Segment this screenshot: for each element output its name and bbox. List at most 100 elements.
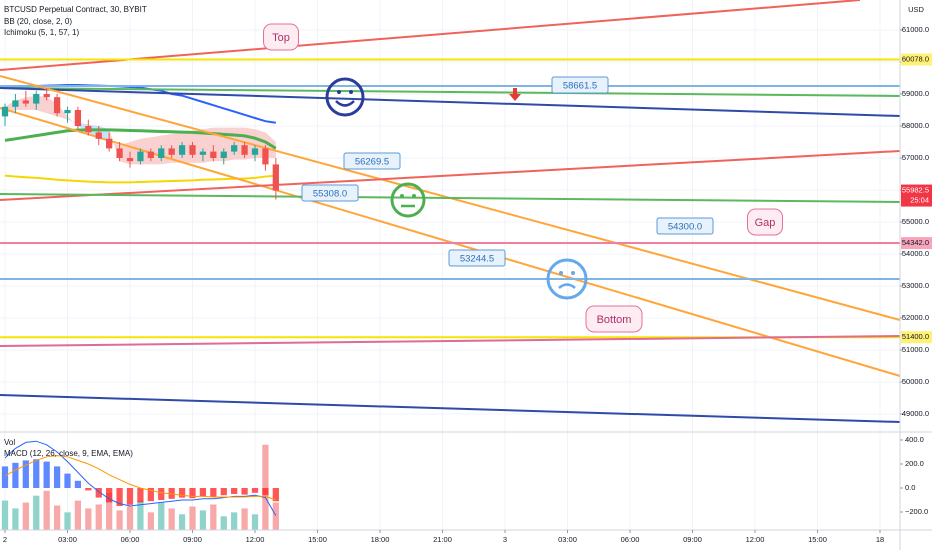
macd-histogram-bar: [74, 480, 82, 489]
macd-histogram-bar: [116, 488, 123, 507]
callout-box: [551, 76, 609, 94]
callout-label: Gap: [755, 217, 776, 229]
price-tag-label: 60078.0: [902, 54, 929, 63]
macd-histogram-bar: [12, 462, 19, 489]
trend-line: [0, 0, 861, 71]
candle-body: [1, 106, 9, 117]
candle-body: [74, 110, 82, 126]
callout-box: [448, 249, 506, 267]
macd-histogram-bar: [251, 488, 259, 493]
indicator-legend: Ichimoku (5, 1, 57, 1): [4, 28, 79, 37]
candle-body: [147, 151, 154, 158]
macd-histogram-bar: [231, 488, 238, 495]
volume-bar: [210, 504, 217, 530]
macd-histogram-bar: [106, 488, 113, 503]
candle-body: [53, 97, 61, 114]
pane-legend: Vol: [4, 438, 15, 447]
volume-bar: [85, 508, 92, 530]
y-tick-label: 54000.0: [902, 249, 929, 258]
x-tick-label: 06:00: [621, 535, 640, 544]
callout-label: Bottom: [597, 314, 632, 326]
price-tag: [901, 53, 932, 66]
pane-legend: MACD (12, 26, close, 9, EMA, EMA): [4, 449, 133, 458]
volume-bar: [241, 508, 248, 530]
x-tick-label: 03:00: [58, 535, 77, 544]
x-tick-label: 18:00: [371, 535, 390, 544]
macd-histogram-bar: [1, 466, 9, 489]
price-tag-label: 55982.5: [902, 186, 929, 195]
candle-body: [231, 145, 238, 152]
candle-body: [137, 151, 144, 162]
candle-body: [64, 110, 71, 114]
eye: [400, 194, 404, 198]
arrow-down-icon: [509, 88, 521, 101]
candle-body: [95, 132, 102, 139]
y2-tick-label: 0.0: [905, 483, 915, 492]
neutral-icon: [390, 182, 426, 218]
callout-box: [301, 184, 359, 202]
bb-line: [4, 174, 276, 184]
callout-box: [263, 23, 299, 51]
volume-bar: [106, 492, 113, 530]
macd-histogram-bar: [178, 488, 186, 498]
macd-histogram-bar: [137, 488, 144, 503]
x-tick-label: 12:00: [746, 535, 765, 544]
chart-title: BTCUSD Perpetual Contract, 30, BYBIT: [4, 5, 147, 14]
x-tick-label: 09:00: [683, 535, 702, 544]
macd-histogram-bar: [210, 488, 217, 498]
indicator-legend: BB (20, close, 2, 0): [4, 17, 72, 26]
candle-body: [33, 94, 40, 104]
price-tag: [901, 184, 932, 207]
ichimoku-cloud: [171, 132, 183, 163]
candle-body: [220, 151, 227, 158]
volume-bar: [168, 508, 175, 530]
macd-histogram-bar: [126, 488, 134, 505]
signal-line: [4, 455, 276, 501]
price-tag: [901, 237, 932, 250]
volume-bar: [251, 514, 259, 530]
volume-bar: [262, 444, 269, 530]
y2-tick-label: 400.0: [905, 435, 924, 444]
candle-body: [210, 151, 217, 158]
currency-label: USD: [908, 5, 924, 14]
volume-bar: [22, 502, 29, 530]
candle-body: [22, 100, 29, 104]
y-tick-label: 58000.0: [902, 121, 929, 130]
y2-tick-label: −200.0: [905, 507, 928, 516]
x-tick-label: 09:00: [183, 535, 202, 544]
volume-bar: [95, 504, 102, 530]
callout-label: 56269.5: [355, 157, 389, 168]
price-axis: [900, 0, 932, 550]
trend-line: [0, 335, 901, 347]
volume-bar: [189, 506, 196, 530]
macd-histogram-bar: [262, 488, 269, 496]
volume-bar: [116, 510, 123, 530]
candle-body: [158, 148, 165, 158]
volume-bar: [199, 510, 207, 530]
macd-histogram-bar: [272, 488, 279, 502]
volume-bar: [147, 512, 154, 530]
y-tick-label: 55000.0: [902, 217, 929, 226]
y-tick-label: 52000.0: [902, 313, 929, 322]
candle-body: [272, 164, 279, 191]
y-tick-label: 59000.0: [902, 89, 929, 98]
macd-histogram-bar: [33, 459, 40, 489]
y-tick-label: 61000.0: [902, 25, 929, 34]
volume-bar: [12, 508, 19, 530]
volume-bar: [220, 516, 227, 530]
x-tick-label: 15:00: [308, 535, 327, 544]
trend-line: [0, 87, 901, 97]
volume-bar: [272, 502, 279, 530]
price-tag-label: 51400.0: [902, 332, 929, 341]
price-tag-label: 54342.0: [902, 238, 929, 247]
volume-bar: [137, 500, 144, 530]
y-tick-label: 53000.0: [902, 281, 929, 290]
macd-histogram-bar: [168, 488, 175, 499]
x-tick-label: 12:00: [246, 535, 265, 544]
candle-body: [241, 145, 248, 155]
macd-histogram-bar: [85, 488, 92, 491]
mouth: [335, 100, 355, 107]
candle-body: [106, 138, 113, 149]
smiley-icon: [325, 77, 365, 117]
countdown-label: 25:04: [910, 196, 929, 205]
